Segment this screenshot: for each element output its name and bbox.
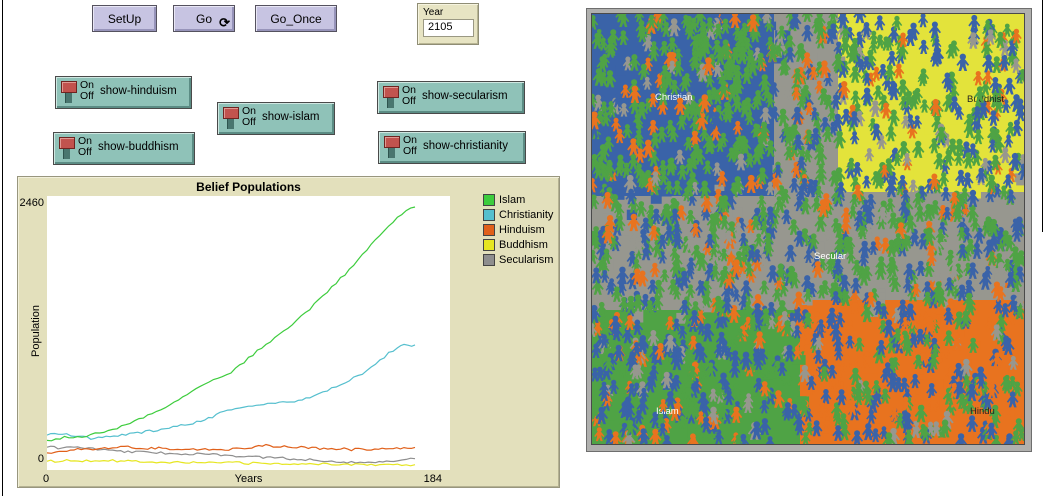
world-view[interactable]: Christian Buddhist Secular Islam Hindu — [591, 13, 1025, 445]
legend-item-buddhism: Buddhism — [483, 239, 553, 251]
plot-canvas — [46, 196, 450, 470]
switch-track — [61, 81, 77, 103]
switch-knob[interactable] — [383, 86, 399, 98]
world-view-frame: Christian Buddhist Secular Islam Hindu — [586, 8, 1032, 452]
series-secularism — [46, 445, 416, 464]
switch-on-label: On — [242, 105, 257, 117]
belief-populations-plot: Belief Populations 2460 0 Population 0 Y… — [17, 176, 560, 488]
y-axis-title: Population — [30, 305, 42, 357]
switch-knob[interactable] — [384, 136, 400, 148]
switch-label: show-secularism — [422, 90, 508, 102]
series-christianity — [46, 343, 416, 440]
go-button[interactable]: Go ⟳ — [173, 5, 235, 32]
x-axis-max-label: 184 — [423, 473, 442, 485]
legend-label: Islam — [499, 194, 526, 206]
forever-icon: ⟳ — [219, 15, 230, 30]
world-label-christian: Christian — [655, 92, 693, 103]
legend-swatch-buddhism — [483, 239, 495, 251]
series-islam — [46, 206, 416, 442]
switch-on-label: On — [403, 134, 418, 146]
legend-label: Christianity — [499, 209, 554, 221]
switch-knob[interactable] — [223, 107, 239, 119]
switch-on-label: On — [402, 84, 417, 96]
switch-show-islam[interactable]: On Off show-islam — [217, 102, 335, 135]
switch-on-label: On — [78, 135, 93, 147]
switch-show-hinduism[interactable]: On Off show-hinduism — [55, 76, 192, 109]
year-monitor-label: Year — [423, 7, 444, 18]
legend-swatch-islam — [483, 194, 495, 206]
y-axis-min-label: 0 — [37, 453, 44, 465]
legend-label: Buddhism — [499, 239, 548, 251]
switch-knob[interactable] — [61, 81, 77, 93]
series-hinduism — [46, 443, 416, 454]
x-axis-min-label: 0 — [42, 473, 50, 485]
legend-item-hinduism: Hinduism — [483, 224, 553, 236]
switch-label: show-christianity — [423, 140, 508, 152]
legend-item-christianity: Christianity — [483, 209, 553, 221]
switch-track — [59, 137, 75, 159]
switch-label: show-islam — [262, 111, 320, 123]
switch-off-label: Off — [78, 146, 92, 158]
legend-swatch-secularism — [483, 254, 495, 266]
go-once-button[interactable]: Go_Once — [255, 5, 337, 32]
switch-track — [384, 136, 400, 158]
world-canvas[interactable]: Christian Buddhist Secular Islam Hindu — [592, 14, 1024, 444]
switch-show-buddhism[interactable]: On Off show-buddhism — [53, 132, 195, 165]
world-label-buddhist: Buddhist — [967, 94, 1004, 105]
y-axis-max-label: 2460 — [19, 197, 44, 209]
legend-label: Hinduism — [499, 224, 545, 236]
switch-knob[interactable] — [59, 137, 75, 149]
switch-show-christianity[interactable]: On Off show-christianity — [378, 131, 526, 164]
legend-swatch-christianity — [483, 209, 495, 221]
world-label-islam: Islam — [656, 406, 679, 417]
plot-lines — [46, 206, 416, 467]
year-monitor-value: 2105 — [423, 19, 474, 37]
world-label-secular: Secular — [814, 251, 846, 262]
switch-track — [383, 86, 399, 108]
x-axis-title: Years — [234, 473, 263, 485]
switch-off-label: Off — [242, 116, 256, 128]
switch-off-label: Off — [80, 90, 94, 102]
switch-label: show-buddhism — [98, 141, 179, 153]
legend-label: Secularism — [499, 254, 554, 266]
go-once-button-label: Go_Once — [270, 11, 322, 26]
year-monitor: Year 2105 — [417, 3, 479, 45]
legend-item-secularism: Secularism — [483, 254, 553, 266]
switch-on-label: On — [80, 79, 95, 91]
switch-track — [223, 107, 239, 129]
setup-button[interactable]: SetUp — [92, 5, 157, 32]
window-right-border — [1042, 0, 1043, 232]
world-label-hindu: Hindu — [970, 406, 995, 417]
window-left-border — [2, 0, 3, 496]
legend-item-islam: Islam — [483, 194, 553, 206]
plot-legend: Islam Christianity Hinduism Buddhism Sec… — [483, 194, 553, 269]
setup-button-label: SetUp — [107, 11, 142, 26]
world-region-labels: Christian Buddhist Secular Islam Hindu — [655, 92, 1004, 417]
switch-label: show-hinduism — [100, 85, 177, 97]
switch-off-label: Off — [403, 145, 417, 157]
plot-title: Belief Populations — [196, 180, 301, 194]
series-buddhism — [46, 458, 416, 467]
go-button-label: Go — [195, 11, 212, 26]
switch-off-label: Off — [402, 95, 416, 107]
switch-show-secularism[interactable]: On Off show-secularism — [377, 81, 525, 114]
legend-swatch-hinduism — [483, 224, 495, 236]
